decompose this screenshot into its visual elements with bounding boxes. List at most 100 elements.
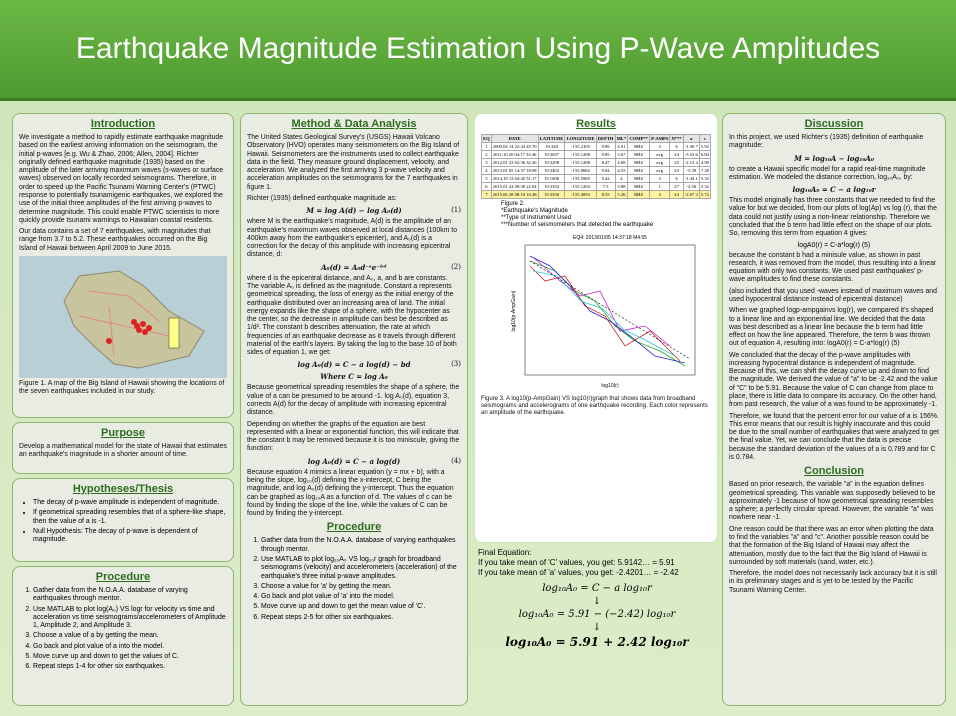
paragraph: One reason could be that there was an er… xyxy=(729,525,934,566)
equation-text: log A₀(d) = C − a log(d) − bd xyxy=(297,360,411,370)
paragraph: When we graphed logp-ampgainvs log(r), w… xyxy=(729,307,934,348)
equation-text: M = log₁₀A − log₁₀A₀ xyxy=(794,153,874,163)
table-header: EQ xyxy=(481,134,492,143)
table-cell: 19.328 xyxy=(537,142,566,151)
table-cell: 19.3037 xyxy=(537,150,566,159)
section-title: Hypotheses/Thesis xyxy=(72,483,174,495)
table-header: DATE xyxy=(490,134,539,143)
list: The decay of p-wave amplitude is indepen… xyxy=(19,499,227,544)
paragraph: where M is the earthquake's magnitude, A… xyxy=(247,218,458,259)
table-cell: BHZ xyxy=(627,142,651,151)
final-equation: Final Equation: If you take mean of 'C' … xyxy=(478,548,716,651)
table-cell: 5.32 xyxy=(698,182,712,191)
table-cell: 2015,01 24 09:30 22.04 xyxy=(490,182,539,191)
paragraph: Develop a mathematical model for the sta… xyxy=(19,443,227,459)
table-cell: -1.44 1 xyxy=(682,174,700,183)
equation: log A₀(d) = C − a log(d) − bd (3) xyxy=(247,360,461,369)
table-cell: 24 xyxy=(669,150,684,159)
section-title: Discussion xyxy=(804,118,864,130)
methods-panel: Method & Data Analysis The United States… xyxy=(240,113,468,706)
purpose-panel: Purpose Develop a mathematical model for… xyxy=(12,422,234,474)
section-title: Method & Data Analysis xyxy=(291,118,417,130)
final-formula: ↓ xyxy=(592,622,602,633)
y-label: log10(p-AmpGain) xyxy=(511,290,517,331)
equation-number: (3) xyxy=(451,360,461,369)
table-cell: -3.53 6 xyxy=(682,150,700,159)
table-cell: 9.89 xyxy=(595,142,616,151)
table-cell: 5.72 xyxy=(698,190,712,199)
table-cell: 3.88 xyxy=(614,182,629,191)
table-cell: BHZ xyxy=(627,150,651,159)
table-cell: 2011,10 20 04:17 33.46 xyxy=(490,150,539,159)
table-cell: BHZ xyxy=(627,158,651,167)
final-formula: log₁₀A₀ = C − a log₁₀r xyxy=(542,583,652,594)
table-cell: -1.30 7 xyxy=(682,142,700,151)
table-row: 7 2015,06 28 08:10 10.48 19.3350 -155.2093 8… xyxy=(481,190,712,199)
equation-number: (1) xyxy=(451,206,461,215)
table-cell: -155.1202 xyxy=(564,182,597,191)
list-item: Gather data from the N.O.A.A. database o… xyxy=(33,587,227,604)
list-item: Use MATLAB to plot log(A₀) VS logr for v… xyxy=(33,606,227,631)
table-cell: 2012,01 23 02:36 32.26 xyxy=(490,158,539,167)
table-cell: 3 xyxy=(481,158,492,167)
procedure-panel: Procedure Gather data from the N.O.A.A. … xyxy=(12,566,234,706)
table-header: N*** xyxy=(669,134,684,143)
poster-title: Earthquake Magnitude Estimation Using P-… xyxy=(75,32,881,65)
header: Earthquake Magnitude Estimation Using P-… xyxy=(0,0,956,101)
table-cell: BHZ xyxy=(627,190,651,199)
table-cell: 5.42 xyxy=(595,174,616,183)
note: **Type of Instrument Used xyxy=(501,214,572,221)
paragraph: The United States Geological Survey's (U… xyxy=(247,134,460,191)
final-line: If you take mean of 'a' values, you get:… xyxy=(478,568,679,577)
table-cell: avg xyxy=(649,166,671,175)
table-cell: -2.56 xyxy=(682,182,700,191)
table-header: DEPTH xyxy=(595,134,616,143)
table-cell: 1 xyxy=(649,182,671,191)
table-cell: 7.28 xyxy=(698,166,712,175)
paragraph: Therefore, the model does not necessaril… xyxy=(729,570,937,594)
table-header: LONGITUDE xyxy=(564,134,597,143)
note: ***Number of seismometers that detected … xyxy=(501,221,654,228)
table-cell: 3.67 xyxy=(614,150,629,159)
final-formula: log₁₀A₀ = 5.91 + 2.42 log₁₀r xyxy=(505,635,689,649)
equation-text: log₁₀A₀ = C − a log₁₀r xyxy=(792,185,876,195)
paragraph: to create a Hawaii specific model for a … xyxy=(729,165,926,181)
note: *Earthquake's Magnitude xyxy=(501,207,568,214)
plot-title: EQ4: 2013/01/05 14:37:18 M4.55 xyxy=(573,235,647,241)
table-cell: BHZ xyxy=(627,182,651,191)
final-line: If you take mean of 'C' values, you get:… xyxy=(478,558,675,567)
table-cell: 6 xyxy=(669,142,684,151)
list-item: If geometrical spreading resembles that … xyxy=(33,509,227,526)
paragraph: Because equation 4 mimics a linear equat… xyxy=(247,468,454,518)
discussion-panel: Discussion In this project, we used Rich… xyxy=(722,113,946,706)
table-cell: 27 xyxy=(669,182,684,191)
list-item: Use MATLAB to plot log₁₀A₀ VS log₁₀r gra… xyxy=(261,556,461,581)
table-header: COMP** xyxy=(627,134,651,143)
formula: logA0(r) = C-a*log(r) (5) xyxy=(797,241,871,249)
paragraph: We concluded that the decay of the p-wav… xyxy=(729,351,938,409)
equation-text: Where C = log A₀ xyxy=(320,372,388,382)
table-row: 2 2011,10 20 04:17 33.46 19.3037 -155.1208 9… xyxy=(481,150,712,159)
table-cell: 8.47 xyxy=(595,158,616,167)
table-cell: 19.3208 xyxy=(537,158,566,167)
paragraph: Richter (1935) defined earthquake magnit… xyxy=(247,194,397,202)
table-cell: -155.2093 xyxy=(564,190,597,199)
table-cell: -2.13 4 xyxy=(682,158,700,167)
list: Gather data from the N.O.A.A. database o… xyxy=(247,537,461,622)
table-cell: 9.04 xyxy=(595,166,616,175)
equation: log₁₀A₀ = C − a log₁₀r xyxy=(729,185,939,194)
equation-text: log A₀(d) = C − a log(d) xyxy=(307,456,401,466)
paragraph: Because geometrical spreading resembles … xyxy=(247,384,460,417)
list-item: The decay of p-wave amplitude is indepen… xyxy=(33,499,227,507)
equation: log A₀(d) = C − a log(d) (4) xyxy=(247,457,461,466)
equation-number: (4) xyxy=(451,456,461,465)
list-item: Move curve up and down to get the mean v… xyxy=(261,603,461,611)
paragraph: Our data contains a set of 7 earthquakes… xyxy=(19,228,211,252)
table-cell: 5.92 xyxy=(698,142,712,151)
caption: Figure 3. A log10(p-AmpGain) VS log10(r)… xyxy=(481,395,708,416)
list-item: Go back and plot value of 'a' into the m… xyxy=(261,593,461,601)
table-cell: 6 xyxy=(481,182,492,191)
hypotheses-panel: Hypotheses/Thesis The decay of p-wave am… xyxy=(12,478,234,562)
equation: Where C = log A₀ xyxy=(247,372,461,381)
